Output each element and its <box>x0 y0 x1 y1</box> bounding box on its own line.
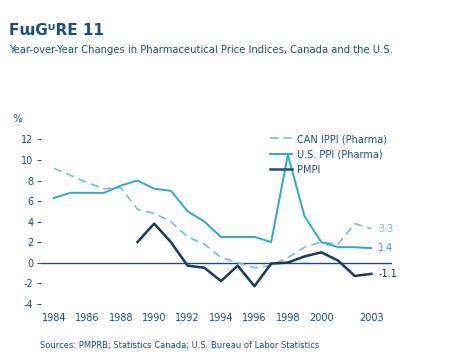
Text: Sources: PMPRB; Statistics Canada; U.S. Bureau of Labor Statistics: Sources: PMPRB; Statistics Canada; U.S. … <box>40 341 320 350</box>
Text: %: % <box>13 114 22 124</box>
Text: 3.3: 3.3 <box>378 224 393 234</box>
Text: 1.4: 1.4 <box>378 243 393 253</box>
Text: FɯGᵁRE 11: FɯGᵁRE 11 <box>9 23 104 38</box>
Text: -1.1: -1.1 <box>378 269 397 279</box>
Legend: CAN IPPI (Pharma), U.S. PPI (Pharma), PMPI: CAN IPPI (Pharma), U.S. PPI (Pharma), PM… <box>270 134 387 175</box>
Text: Year-over-Year Changes in Pharmaceutical Price Indices, Canada and the U.S.: Year-over-Year Changes in Pharmaceutical… <box>9 45 393 55</box>
